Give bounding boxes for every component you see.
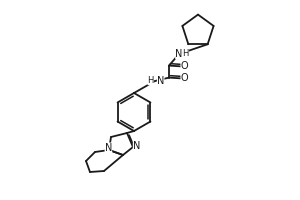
Text: N: N xyxy=(133,141,140,151)
Text: N: N xyxy=(157,76,164,86)
Text: H: H xyxy=(148,76,154,85)
Text: O: O xyxy=(181,73,188,83)
Text: N: N xyxy=(105,143,112,153)
Text: N: N xyxy=(175,49,183,59)
Text: O: O xyxy=(181,61,188,71)
Text: H: H xyxy=(182,49,189,58)
